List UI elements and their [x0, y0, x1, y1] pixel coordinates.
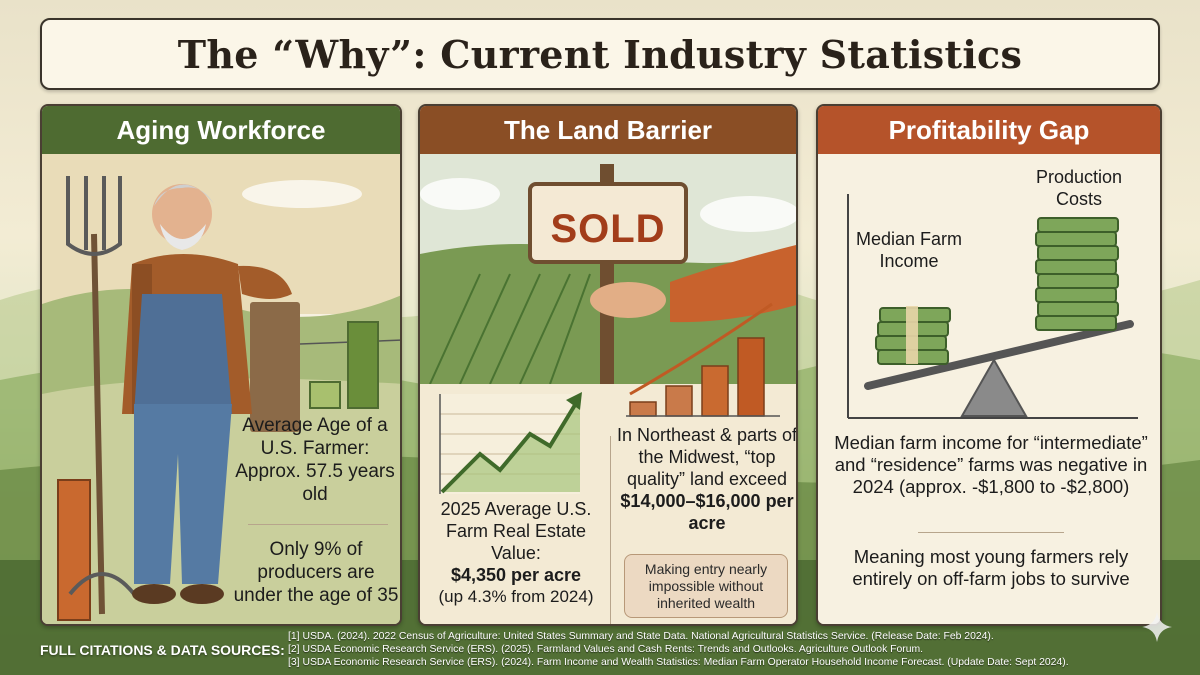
stat-top-quality-land: In Northeast & parts of the Midwest, “to… [616, 424, 798, 534]
panel-heading: Profitability Gap [818, 106, 1160, 154]
stat-value: $14,000–$16,000 per acre [620, 491, 794, 533]
stat-average-age: Average Age of a U.S. Farmer: Approx. 57… [235, 415, 395, 505]
sparkle-icon [1142, 612, 1172, 642]
divider [918, 532, 1064, 533]
citation-item: [2] USDA Economic Research Service (ERS)… [288, 644, 924, 655]
panel-heading: The Land Barrier [420, 106, 796, 154]
sold-sign-icon [528, 182, 688, 264]
farmer-illustration [42, 154, 400, 624]
citations: FULL CITATIONS & DATA SOURCES: [1] USDA.… [40, 630, 1160, 672]
rising-chart-icon [439, 392, 582, 494]
panel-profitability-gap: Profitability Gap Median Farm Income Pro… [816, 104, 1162, 626]
stat-young-producers: Only 9% of producers are under the age o… [233, 539, 399, 606]
label-production-costs: Production Costs [1035, 167, 1123, 209]
divider [610, 436, 611, 624]
seesaw-money-icon [818, 154, 1160, 624]
citations-list: [1] USDA. (2024). 2022 Census of Agricul… [288, 630, 1069, 669]
panel-heading: Aging Workforce [42, 106, 400, 154]
stat-value: $4,350 per acre [450, 565, 582, 585]
land-illustration [420, 154, 796, 624]
page-title: The “Why”: Current Industry Statistics [177, 31, 1023, 77]
citations-label: FULL CITATIONS & DATA SOURCES: [40, 642, 285, 658]
stat-negative-income: Median farm income for “intermediate” an… [834, 432, 1148, 497]
stat-label: In Northeast & parts of the Midwest, “to… [616, 425, 798, 489]
stat-avg-land-value: 2025 Average U.S. Farm Real Estate Value… [426, 498, 606, 608]
label-median-income: Median Farm Income [855, 229, 963, 271]
divider [248, 524, 388, 525]
stat-off-farm-jobs: Meaning most young farmers rely entirely… [852, 546, 1130, 589]
panel-aging-workforce: Aging Workforce Average Age of a U.S. Fa… [40, 104, 402, 626]
panel-land-barrier: The Land Barrier [418, 104, 798, 626]
citation-item: [1] USDA. (2024). 2022 Census of Agricul… [288, 631, 994, 642]
stat-label: 2025 Average U.S. Farm Real Estate Value… [440, 499, 592, 563]
stat-change: (up 4.3% from 2024) [438, 587, 594, 606]
entry-note: Making entry nearly impossible without i… [624, 554, 788, 618]
sold-sign-label: SOLD [550, 206, 666, 251]
citation-item: [3] USDA Economic Research Service (ERS)… [288, 657, 1069, 668]
title-banner: The “Why”: Current Industry Statistics [40, 18, 1160, 90]
